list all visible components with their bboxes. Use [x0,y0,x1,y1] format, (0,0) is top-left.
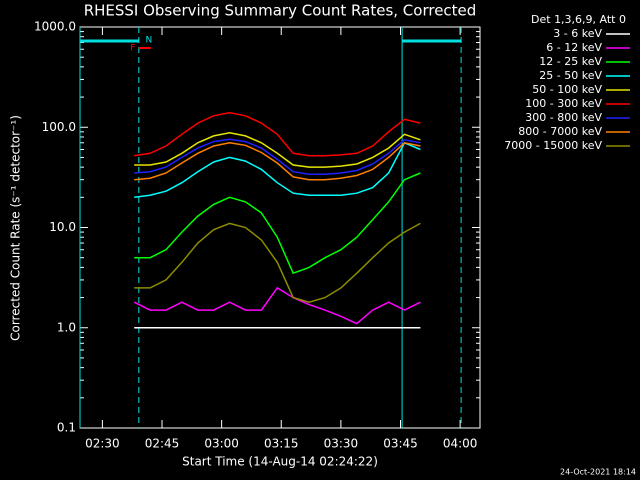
x-tick-label: 03:15 [264,437,299,451]
y-tick-label: 100.0 [42,120,76,134]
y-tick-label: 10.0 [49,220,76,234]
chart-title: RHESSI Observing Summary Count Rates, Co… [84,2,477,20]
x-tick-label: 02:45 [145,437,180,451]
y-tick-label: 0.1 [57,421,76,435]
legend-label: 6 - 12 keV [546,41,602,54]
x-axis-label: Start Time (14-Aug-14 02:24:22) [182,455,378,469]
legend-label: 300 - 800 keV [525,111,602,124]
x-tick-label: 03:45 [383,437,418,451]
legend-label: 50 - 100 keV [532,83,602,96]
y-tick-label: 1.0 [57,320,76,334]
flag-label: N [145,36,152,46]
series-line [134,141,421,199]
series-line [134,141,421,181]
x-tick-label: 03:30 [324,437,359,451]
legend-label: 7000 - 15000 keV [504,139,602,152]
series-line [134,222,421,303]
footer: 24-Oct-2021 18:14 [560,468,636,477]
legend-label: 100 - 300 keV [525,97,602,110]
x-tick-label: 03:00 [204,437,239,451]
y-tick-label: 1000.0 [34,20,76,34]
series-line [134,132,421,168]
y-axis-label: Corrected Count Rate (s⁻¹ detector⁻¹) [9,115,23,341]
series-line [134,172,421,275]
legend-label: 25 - 50 keV [539,69,602,82]
legend-label: 12 - 25 keV [539,55,602,68]
series-line [133,286,421,325]
flag-label: F [130,44,135,54]
x-tick-label: 04:00 [443,437,478,451]
legend-label: 800 - 7000 keV [518,125,602,138]
legend-title: Det 1,3,6,9, Att 0 [531,13,626,26]
legend-label: 3 - 6 keV [553,27,602,40]
series-line [134,111,421,157]
series-line [134,138,421,175]
x-tick-label: 02:30 [85,437,120,451]
